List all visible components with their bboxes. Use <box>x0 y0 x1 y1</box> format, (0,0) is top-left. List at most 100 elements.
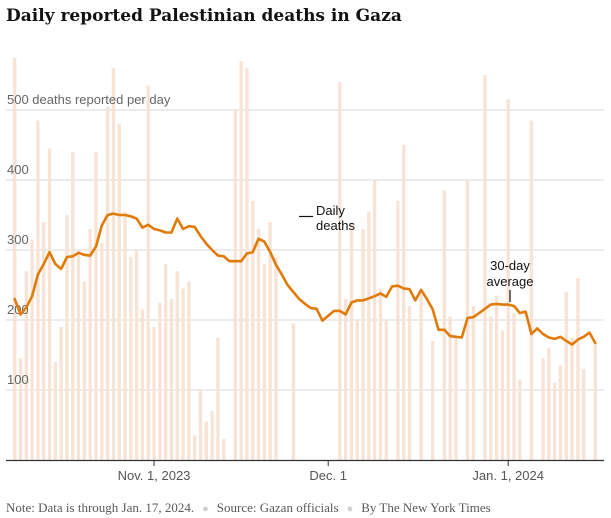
daily-deaths-bar <box>494 295 499 460</box>
daily-deaths-bar <box>204 421 208 460</box>
footer: Note: Data is through Jan. 17, 2024. ● Sou… <box>6 500 491 516</box>
daily-deaths-bar <box>245 68 249 460</box>
daily-deaths-bar <box>349 222 354 460</box>
footer-note: Note: Data is through Jan. 17, 2024. <box>6 500 195 515</box>
footer-byline: By The New York Times <box>361 500 491 515</box>
daily-deaths-bar <box>111 68 116 460</box>
daily-deaths-bar <box>198 390 203 460</box>
daily-deaths-bar <box>419 292 423 460</box>
y-tick-label: 400 <box>7 162 29 177</box>
daily-deaths-bar <box>512 313 516 460</box>
x-axis-ticks: Nov. 1, 2023 Dec. 1 Jan. 1, 2024 <box>118 460 544 483</box>
daily-deaths-bar <box>367 211 371 460</box>
daily-deaths-bar <box>402 145 406 460</box>
daily-deaths-bar <box>36 120 40 460</box>
daily-deaths-bar <box>13 57 17 460</box>
daily-deaths-bar <box>222 439 226 460</box>
gridlines <box>6 109 604 391</box>
thirty-day-average-line <box>13 212 597 346</box>
daily-deaths-bar <box>500 330 505 460</box>
daily-deaths-bar <box>187 281 191 460</box>
daily-deaths-bar <box>59 327 63 460</box>
x-tick-label: Jan. 1, 2024 <box>472 468 544 483</box>
y-tick-label: 300 <box>7 232 29 247</box>
daily-deaths-label-line2: deaths <box>316 218 356 233</box>
average-annotation: 30-day average <box>487 258 534 302</box>
average-label-line2: average <box>487 274 534 289</box>
daily-deaths-bar <box>361 229 365 460</box>
daily-deaths-bar <box>431 341 435 460</box>
daily-deaths-bar <box>30 239 34 460</box>
daily-deaths-bar <box>256 229 261 460</box>
daily-deaths-bar <box>518 379 522 460</box>
chart-title: Daily reported Palestinian deaths in Gaz… <box>6 6 402 26</box>
daily-deaths-bar <box>175 271 179 460</box>
y-tick-label: 100 <box>7 372 29 387</box>
daily-deaths-bar <box>547 348 551 460</box>
daily-deaths-bar <box>372 180 377 460</box>
daily-deaths-bar <box>158 302 162 460</box>
daily-deaths-bar <box>454 337 458 460</box>
daily-deaths-bar <box>291 323 296 460</box>
daily-deaths-bar <box>338 82 342 460</box>
daily-deaths-bar <box>71 152 75 460</box>
daily-deaths-bar <box>529 120 534 460</box>
daily-deaths-bar <box>146 85 150 460</box>
daily-deaths-bar <box>378 288 383 460</box>
daily-deaths-bar <box>193 435 197 460</box>
daily-deaths-bar <box>100 243 104 460</box>
daily-deaths-bar <box>442 190 447 460</box>
daily-deaths-bar <box>506 99 510 460</box>
daily-deaths-bar <box>18 358 23 460</box>
daily-deaths-bar <box>65 215 69 460</box>
daily-deaths-bar <box>251 201 255 460</box>
daily-deaths-bar <box>24 271 29 460</box>
daily-deaths-label-line1: Daily <box>316 203 345 218</box>
daily-deaths-bar <box>117 124 121 460</box>
daily-deaths-bar <box>541 358 545 460</box>
daily-deaths-bar <box>42 222 46 460</box>
daily-deaths-bar <box>76 250 81 460</box>
daily-deaths-bar <box>448 316 452 460</box>
x-tick-label: Nov. 1, 2023 <box>118 468 191 483</box>
daily-deaths-bar <box>570 337 574 460</box>
daily-deaths-bar <box>163 264 168 460</box>
daily-deaths-bar <box>396 201 400 460</box>
daily-deaths-bar <box>216 337 220 460</box>
daily-deaths-bar <box>564 292 568 460</box>
daily-deaths-bar <box>552 383 557 460</box>
daily-deaths-bar <box>384 320 388 460</box>
average-line-layer <box>13 212 597 346</box>
daily-deaths-bar <box>343 299 348 460</box>
daily-deaths-bar <box>129 257 133 460</box>
footer-separator: ● <box>202 503 209 515</box>
daily-deaths-bar <box>47 148 52 460</box>
daily-deaths-bar <box>471 306 476 460</box>
daily-deaths-bar <box>407 306 412 460</box>
x-tick-label: Dec. 1 <box>309 468 347 483</box>
daily-deaths-annotation: Daily deaths <box>299 203 356 233</box>
daily-deaths-bar <box>210 411 214 460</box>
daily-deaths-bar <box>134 250 139 460</box>
daily-deaths-bar <box>88 229 92 460</box>
daily-deaths-bar <box>268 222 272 460</box>
daily-deaths-bar <box>576 278 580 460</box>
daily-deaths-bar <box>140 309 145 460</box>
daily-deaths-bar <box>123 211 127 460</box>
daily-deaths-bar <box>581 369 586 460</box>
footer-separator: ● <box>346 503 354 515</box>
daily-deaths-bar <box>94 152 98 460</box>
y-tick-label: 500 deaths reported per day <box>7 92 171 107</box>
daily-deaths-bar <box>593 344 597 460</box>
daily-deaths-bar <box>489 316 493 460</box>
daily-deaths-bar <box>233 110 238 460</box>
daily-deaths-bars <box>13 57 597 460</box>
daily-deaths-bar <box>105 106 110 460</box>
daily-deaths-bar <box>274 257 278 460</box>
daily-deaths-bar <box>82 281 87 460</box>
daily-deaths-bar <box>181 288 185 460</box>
daily-deaths-bar <box>169 299 174 460</box>
daily-deaths-bar <box>355 320 359 460</box>
